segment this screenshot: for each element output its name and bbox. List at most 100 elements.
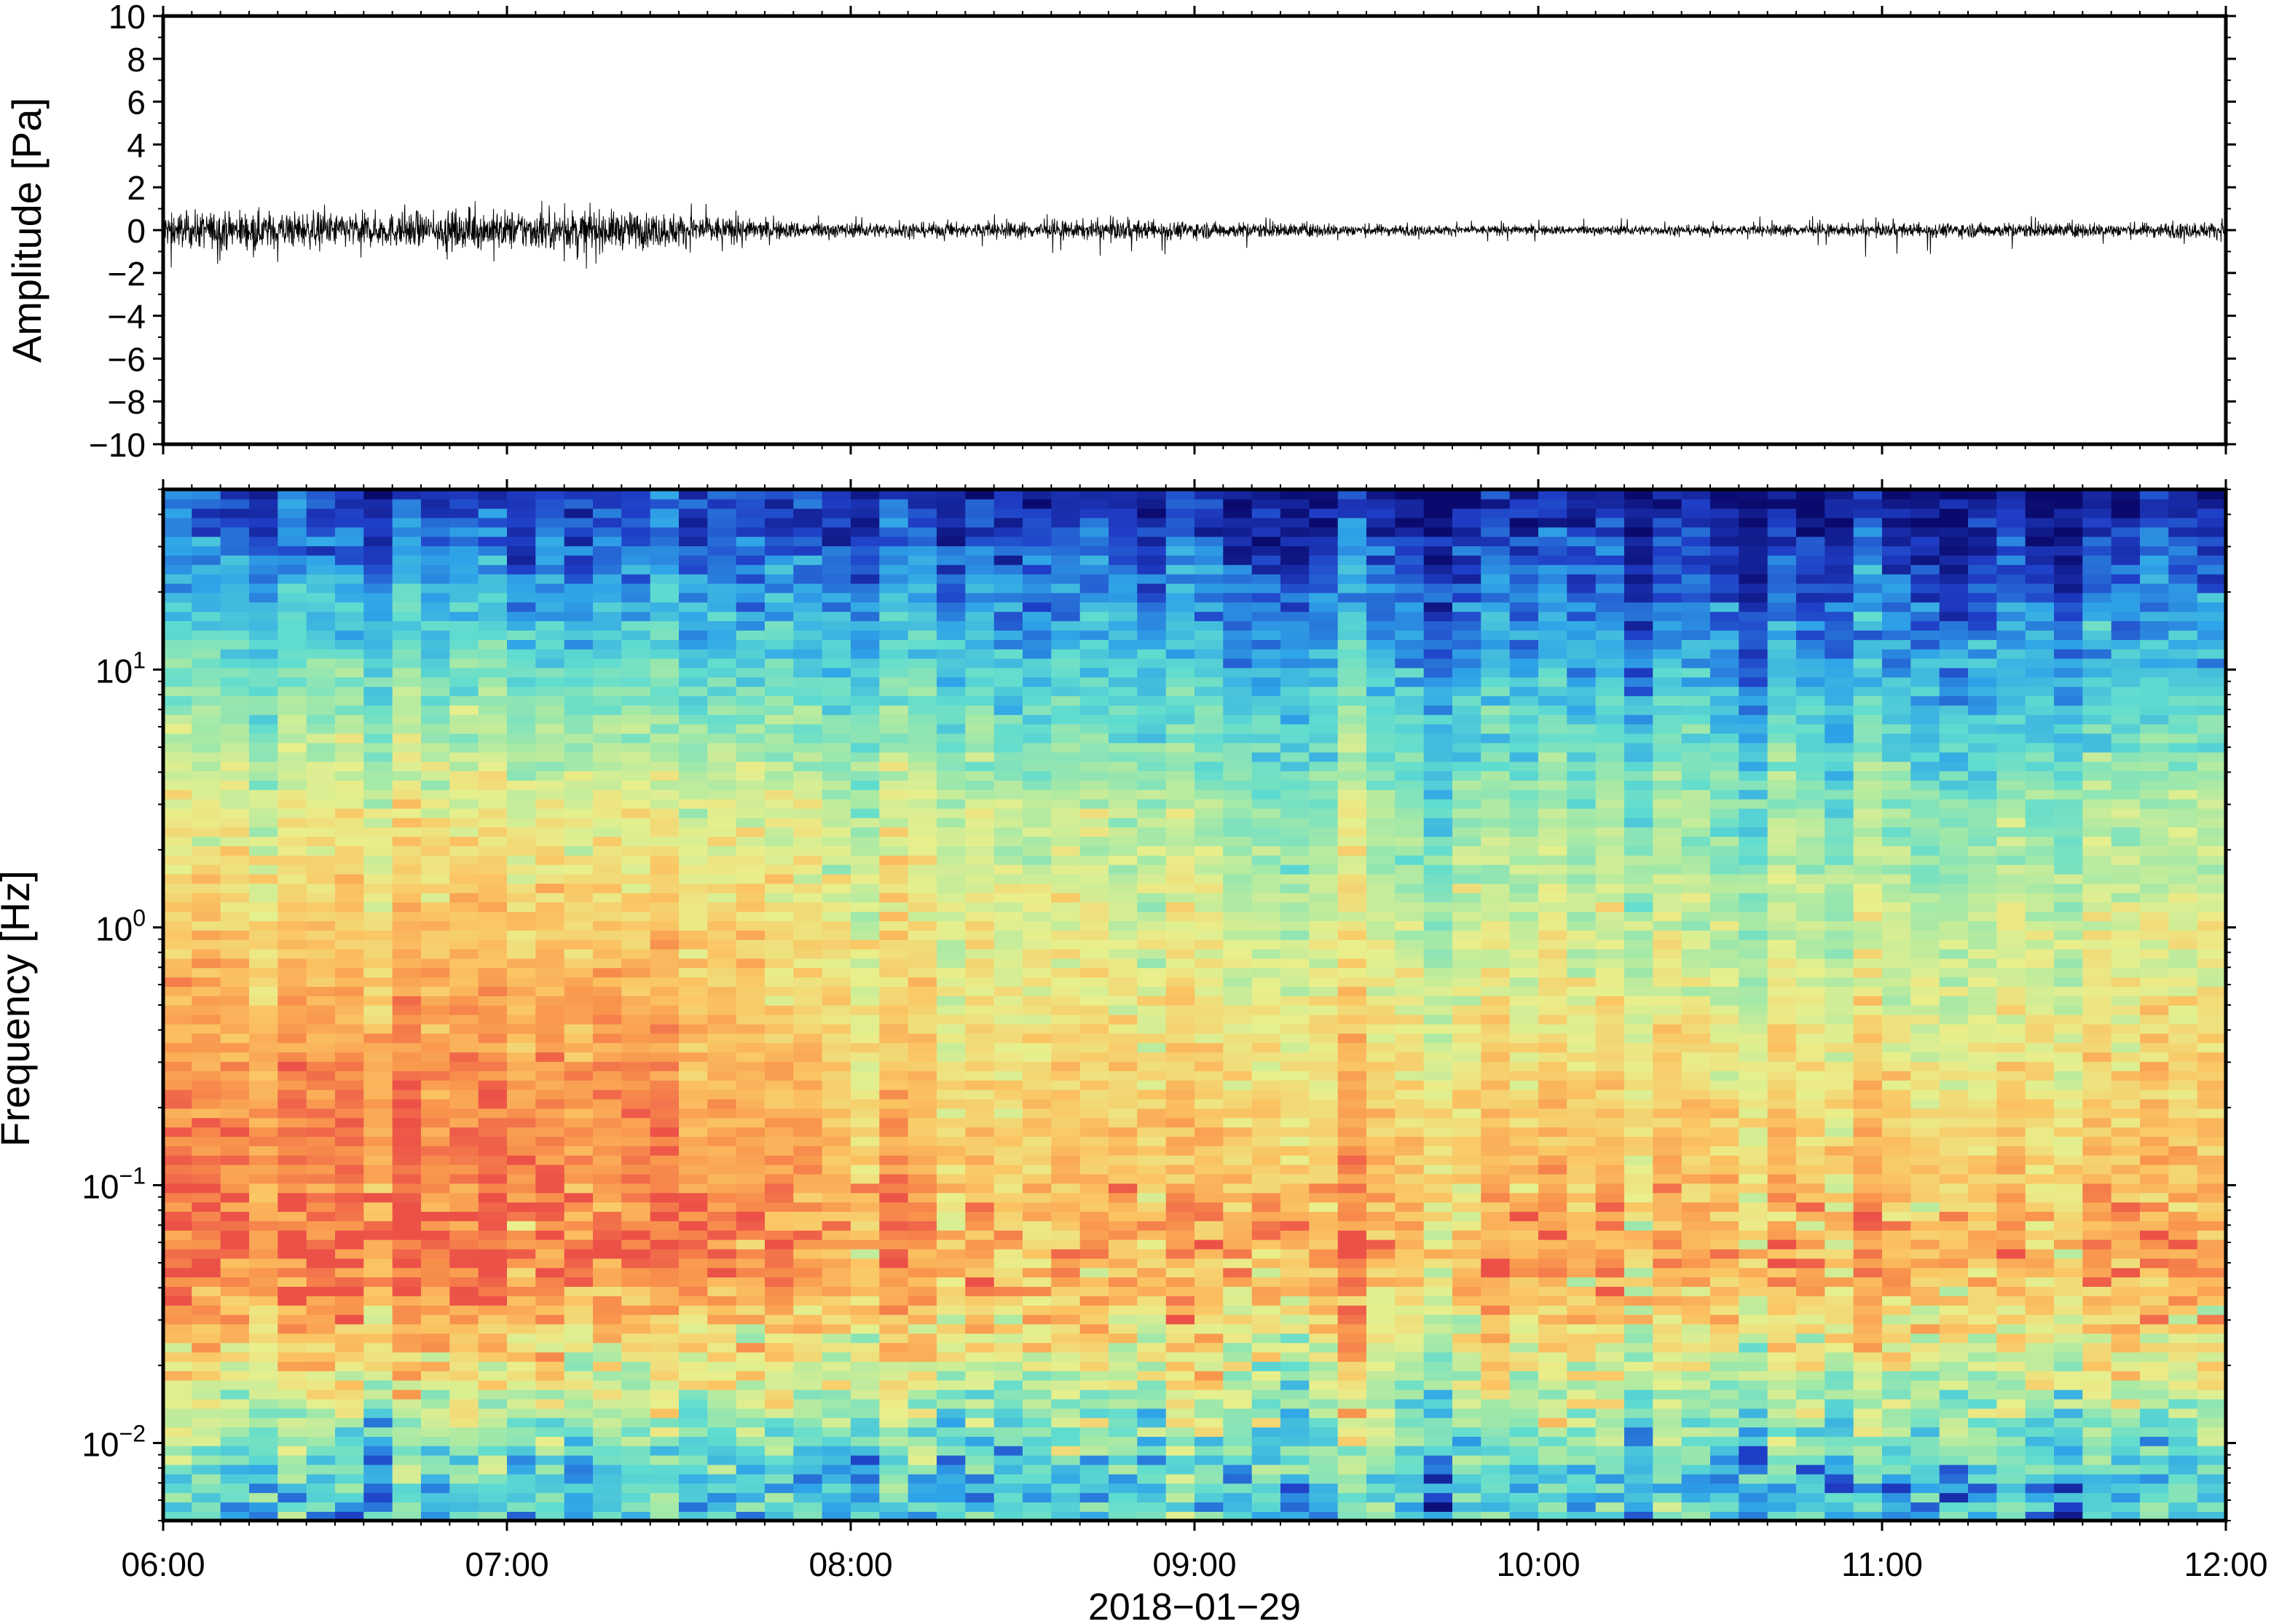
spectrogram-cell xyxy=(1194,630,1224,640)
spectrogram-cell xyxy=(1309,1342,1339,1353)
spectrogram-cell xyxy=(507,1098,537,1109)
spectrogram-cell xyxy=(392,1464,422,1475)
spectrogram-cell xyxy=(736,602,765,612)
spectrogram-cell xyxy=(908,1473,937,1484)
spectrogram-cell xyxy=(707,1473,737,1484)
spectrogram-cell xyxy=(1223,930,1253,940)
spectrogram-cell xyxy=(908,517,937,528)
spectrogram-cell xyxy=(937,930,967,940)
spectrogram-cell xyxy=(965,1314,995,1325)
spectrogram-cell xyxy=(679,1164,709,1175)
spectrogram-cell xyxy=(220,733,250,744)
spectrogram-cell xyxy=(363,1229,393,1240)
spectrogram-cell xyxy=(822,930,851,940)
spectrogram-cell xyxy=(993,1342,1023,1353)
spectrogram-cell xyxy=(306,902,336,912)
spectrogram-cell xyxy=(765,611,795,621)
spectrogram-cell xyxy=(392,1173,422,1184)
spectrogram-cell xyxy=(937,1352,967,1362)
spectrogram-cell xyxy=(192,967,221,978)
spectrogram-cell xyxy=(1366,1464,1396,1475)
spectrogram-cell xyxy=(1109,1502,1138,1512)
spectrogram-cell xyxy=(278,752,307,762)
spectrogram-cell xyxy=(1337,1211,1367,1221)
spectrogram-cell xyxy=(1309,1146,1339,1156)
spectrogram-cell xyxy=(1309,817,1339,828)
spectrogram-cell xyxy=(1165,1173,1195,1184)
spectrogram-cell xyxy=(1309,555,1339,565)
spectrogram-cell xyxy=(822,592,851,603)
spectrogram-cell xyxy=(593,1061,623,1071)
spectrogram-cell xyxy=(363,1323,393,1334)
spectrogram-cell xyxy=(1137,620,1167,631)
spectrogram-cell xyxy=(650,911,680,921)
spectrogram-cell xyxy=(650,1323,680,1334)
spectrogram-cell xyxy=(392,1296,422,1306)
spectrogram-cell xyxy=(449,1267,479,1278)
spectrogram-cell xyxy=(1251,958,1281,969)
spectrogram-cell xyxy=(363,808,393,819)
spectrogram-cell xyxy=(765,770,795,781)
spectrogram-cell xyxy=(937,855,967,865)
spectrogram-cell xyxy=(937,1108,967,1119)
spectrogram-cell xyxy=(937,1248,967,1259)
spectrogram-cell xyxy=(650,930,680,940)
spectrogram-cell xyxy=(449,1042,479,1053)
spectrogram-cell xyxy=(1366,1248,1396,1259)
spectrogram-cell xyxy=(1023,752,1052,762)
spectrogram-cell xyxy=(621,1014,651,1025)
spectrogram-cell xyxy=(1337,1239,1367,1250)
spectrogram-cell xyxy=(1051,517,1081,528)
spectrogram-cell xyxy=(535,564,565,575)
spectrogram-cell xyxy=(937,1173,967,1184)
spectrogram-cell xyxy=(278,1173,307,1184)
spectrogram-cell xyxy=(220,1427,250,1437)
spectrogram-cell xyxy=(1309,639,1339,650)
spectrogram-cell xyxy=(736,1342,765,1353)
spectrogram-cell xyxy=(1309,1202,1339,1212)
spectrogram-cell xyxy=(1023,1304,1052,1315)
spectrogram-cell xyxy=(993,948,1023,959)
spectrogram-cell xyxy=(736,620,765,631)
spectrogram-cell xyxy=(736,1183,765,1194)
spectrogram-cell xyxy=(679,1454,709,1465)
spectrogram-cell xyxy=(449,883,479,894)
spectrogram-cell xyxy=(220,517,250,528)
spectrogram-cell xyxy=(851,573,881,584)
spectrogram-cell xyxy=(220,1005,250,1015)
spectrogram-cell xyxy=(1309,686,1339,696)
spectrogram-cell xyxy=(621,967,651,978)
spectrogram-cell xyxy=(507,1089,537,1100)
spectrogram-cell xyxy=(335,1211,365,1221)
spectrogram-cell xyxy=(879,686,909,696)
spectrogram-cell xyxy=(564,527,594,537)
spectrogram-cell xyxy=(507,930,537,940)
spectrogram-cell xyxy=(449,489,479,500)
spectrogram-cell xyxy=(363,1136,393,1146)
spectrogram-cell xyxy=(793,1408,823,1419)
spectrogram-cell xyxy=(192,1323,221,1334)
spectrogram-cell xyxy=(1079,648,1109,659)
spectrogram-cell xyxy=(392,573,422,584)
spectrogram-cell xyxy=(449,798,479,809)
spectrogram-cell xyxy=(736,1371,765,1381)
spectrogram-cell xyxy=(478,489,508,500)
spectrogram-cell xyxy=(736,1146,765,1156)
spectrogram-cell xyxy=(736,1427,765,1437)
spectrogram-cell xyxy=(937,1258,967,1269)
spectrogram-cell xyxy=(1165,1296,1195,1306)
spectrogram-cell xyxy=(965,1492,995,1503)
spectrogram-cell xyxy=(593,1483,623,1494)
spectrogram-cell xyxy=(736,1511,765,1521)
spectrogram-cell xyxy=(593,827,623,837)
spectrogram-cell xyxy=(564,1089,594,1100)
spectrogram-cell xyxy=(192,545,221,556)
spectrogram-cell xyxy=(822,1464,851,1475)
spectrogram-cell xyxy=(220,752,250,762)
spectrogram-cell xyxy=(1194,1080,1224,1090)
spectrogram-cell xyxy=(851,677,881,687)
spectrogram-cell xyxy=(736,948,765,959)
spectrogram-cell xyxy=(1194,1202,1224,1212)
spectrogram-cell xyxy=(593,667,623,678)
spectrogram-cell xyxy=(1337,986,1367,996)
